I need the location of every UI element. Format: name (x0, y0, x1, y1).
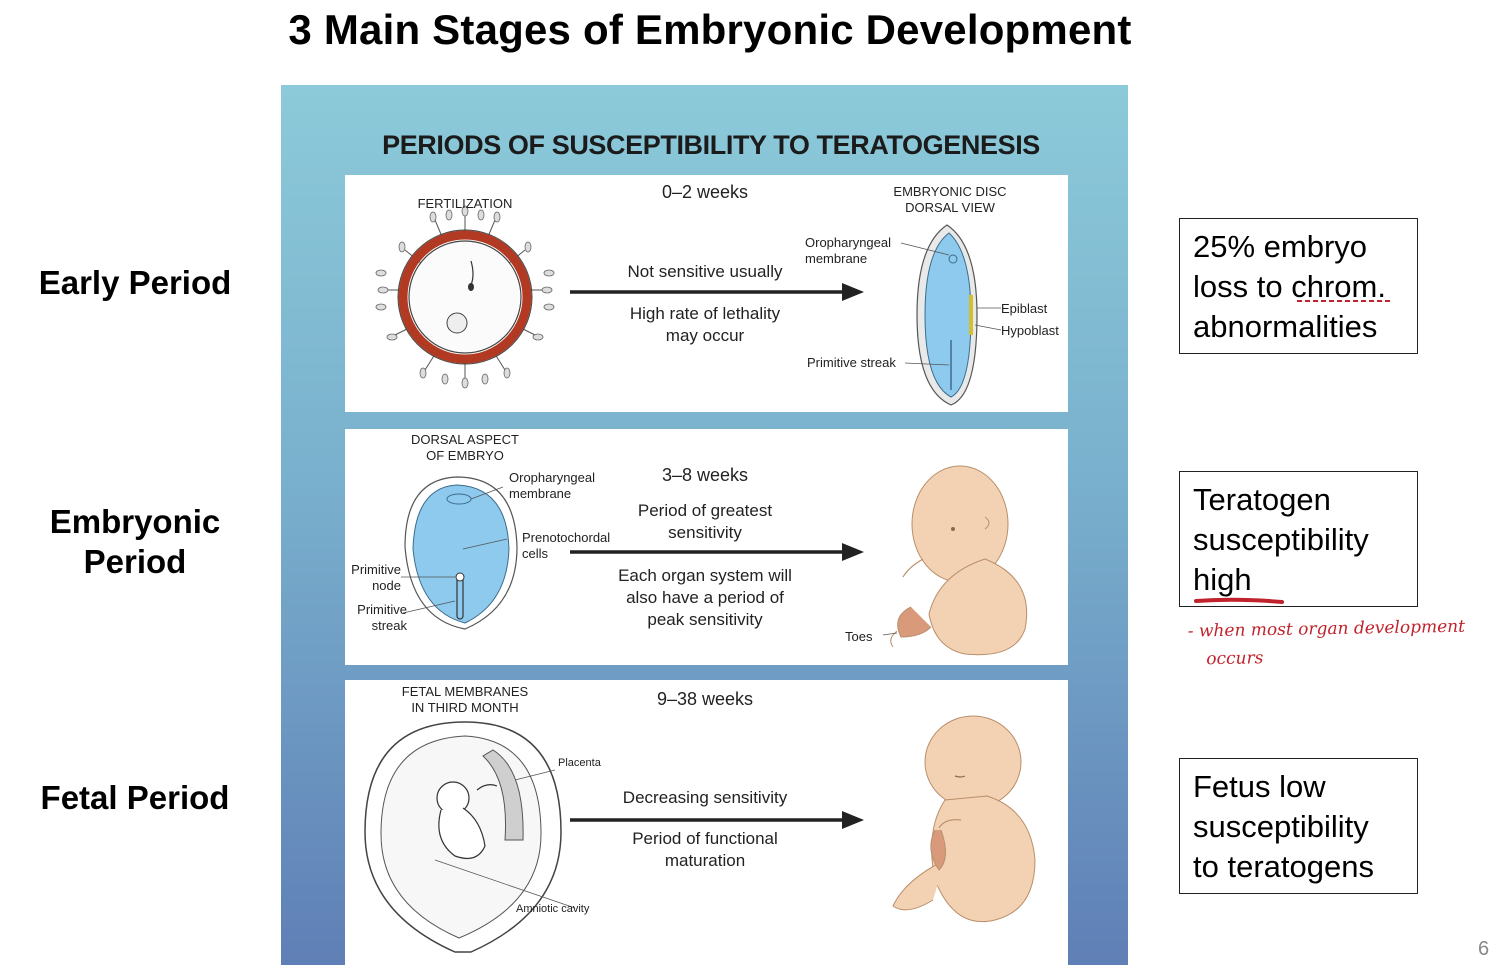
decreasing-sensitivity-text: Decreasing sensitivity (622, 788, 788, 807)
primitive-streak-label: Primitive streak (807, 355, 896, 370)
oropharyngeal-label-4: membrane (509, 486, 572, 501)
note-fetal-period: Fetus low susceptibility to teratogens (1179, 758, 1418, 894)
toes-label: Toes (845, 629, 873, 644)
weeks-0-2: 0–2 weeks (661, 182, 749, 202)
arrow-head (842, 543, 864, 561)
panel-fetal-drawing (364, 715, 1036, 953)
fetus-illustration (892, 715, 1036, 923)
arrow-head (842, 283, 864, 301)
primitive-node-label-1: Primitive (351, 562, 401, 577)
embryonic-disc-label-2: DORSAL VIEW (905, 200, 995, 215)
spellcheck-underline (1297, 300, 1393, 302)
fertilization-label: FERTILIZATION (417, 196, 513, 211)
note1-line3: abnormalities (1193, 309, 1378, 344)
functional-maturation-text-2: maturation (664, 851, 746, 870)
prenotochordal-label-1: Prenotochordal (522, 530, 611, 545)
dorsal-embryo-illustration (401, 476, 518, 630)
not-sensitive-text: Not sensitive usually (627, 262, 783, 281)
panel-early: FERTILIZATION 0–2 weeks EMBRYONIC DISC D… (345, 175, 1068, 412)
fetal-membranes-label-1: FETAL MEMBRANES (401, 684, 529, 699)
placenta-label: Placenta (558, 757, 601, 769)
embryonic-disc-label-1: EMBRYONIC DISC (893, 184, 1007, 199)
note3-line3: to teratogens (1193, 849, 1374, 884)
organ-system-text-3: peak sensitivity (647, 610, 763, 629)
handwritten-line-1: - when most organ development (1187, 616, 1466, 642)
amniotic-cavity-label: Amniotic cavity (516, 903, 590, 915)
fetal-membranes-label-2: IN THIRD MONTH (411, 700, 519, 715)
panel-embryonic-drawing (401, 465, 1028, 656)
functional-maturation-text-1: Period of functional (632, 829, 778, 848)
note3-line2: susceptibility (1193, 809, 1369, 844)
handwritten-annotation: - when most organ development occurs (1188, 612, 1479, 673)
handwritten-line-2: occurs (1206, 648, 1264, 670)
oropharyngeal-label-3: Oropharyngeal (509, 470, 595, 485)
note2-line3: high (1193, 562, 1252, 597)
note2-line1: Teratogen (1193, 482, 1331, 517)
hypoblast-label: Hypoblast (1001, 323, 1059, 338)
arrow-head (842, 811, 864, 829)
handwritten-underline (1194, 597, 1284, 604)
fertilization-illustration (375, 205, 555, 389)
dorsal-aspect-label-1: DORSAL ASPECT (411, 432, 519, 447)
teratogenesis-figure: PERIODS OF SUSCEPTIBILITY TO TERATOGENES… (281, 85, 1128, 965)
primitive-streak-label-3: streak (371, 618, 407, 633)
epiblast-label: Epiblast (1001, 301, 1048, 316)
page-number: 6 (1478, 938, 1489, 960)
panel-embryonic: DORSAL ASPECT OF EMBRYO 3–8 weeks Oropha… (345, 429, 1068, 665)
note2-line2: susceptibility (1193, 522, 1369, 557)
primitive-node-label-2: node (372, 578, 401, 593)
figure-title: PERIODS OF SUSCEPTIBILITY TO TERATOGENES… (382, 130, 1040, 160)
weeks-3-8: 3–8 weeks (661, 465, 749, 485)
note-embryonic-period: Teratogen susceptibility high (1179, 471, 1418, 607)
organ-system-text-2: also have a period of (626, 588, 784, 607)
early-period-label: Early Period (38, 264, 232, 301)
note1-line1: 25% embryo (1193, 229, 1368, 264)
embryo-8-weeks-illustration (882, 465, 1028, 656)
fetal-membranes-illustration (364, 721, 576, 953)
embryonic-disc-illustration (900, 224, 1002, 406)
slide-title: 3 Main Stages of Embryonic Development (288, 6, 1132, 53)
note-early-period: 25% embryo loss to chrom. abnormalities (1179, 218, 1418, 354)
primitive-streak-label-2: Primitive (357, 602, 407, 617)
lethality-text-1: High rate of lethality (629, 304, 781, 323)
note1-line2: loss to chrom. (1193, 269, 1386, 304)
oropharyngeal-label-1: Oropharyngeal (805, 235, 891, 250)
prenotochordal-label-2: cells (522, 546, 549, 561)
panel-early-drawing (375, 205, 1002, 406)
panel-fetal: FETAL MEMBRANES IN THIRD MONTH 9–38 week… (345, 680, 1068, 965)
note3-line1: Fetus low (1193, 769, 1326, 804)
embryonic-period-label: Embryonic Period (49, 503, 221, 580)
weeks-9-38: 9–38 weeks (656, 689, 754, 709)
fetal-period-label: Fetal Period (40, 779, 230, 816)
greatest-sensitivity-text-2: sensitivity (668, 523, 742, 542)
oropharyngeal-label-2: membrane (805, 251, 868, 266)
dorsal-aspect-label-2: OF EMBRYO (426, 448, 504, 463)
greatest-sensitivity-text-1: Period of greatest (637, 501, 773, 520)
lethality-text-2: may occur (665, 326, 745, 345)
organ-system-text-1: Each organ system will (618, 566, 792, 585)
